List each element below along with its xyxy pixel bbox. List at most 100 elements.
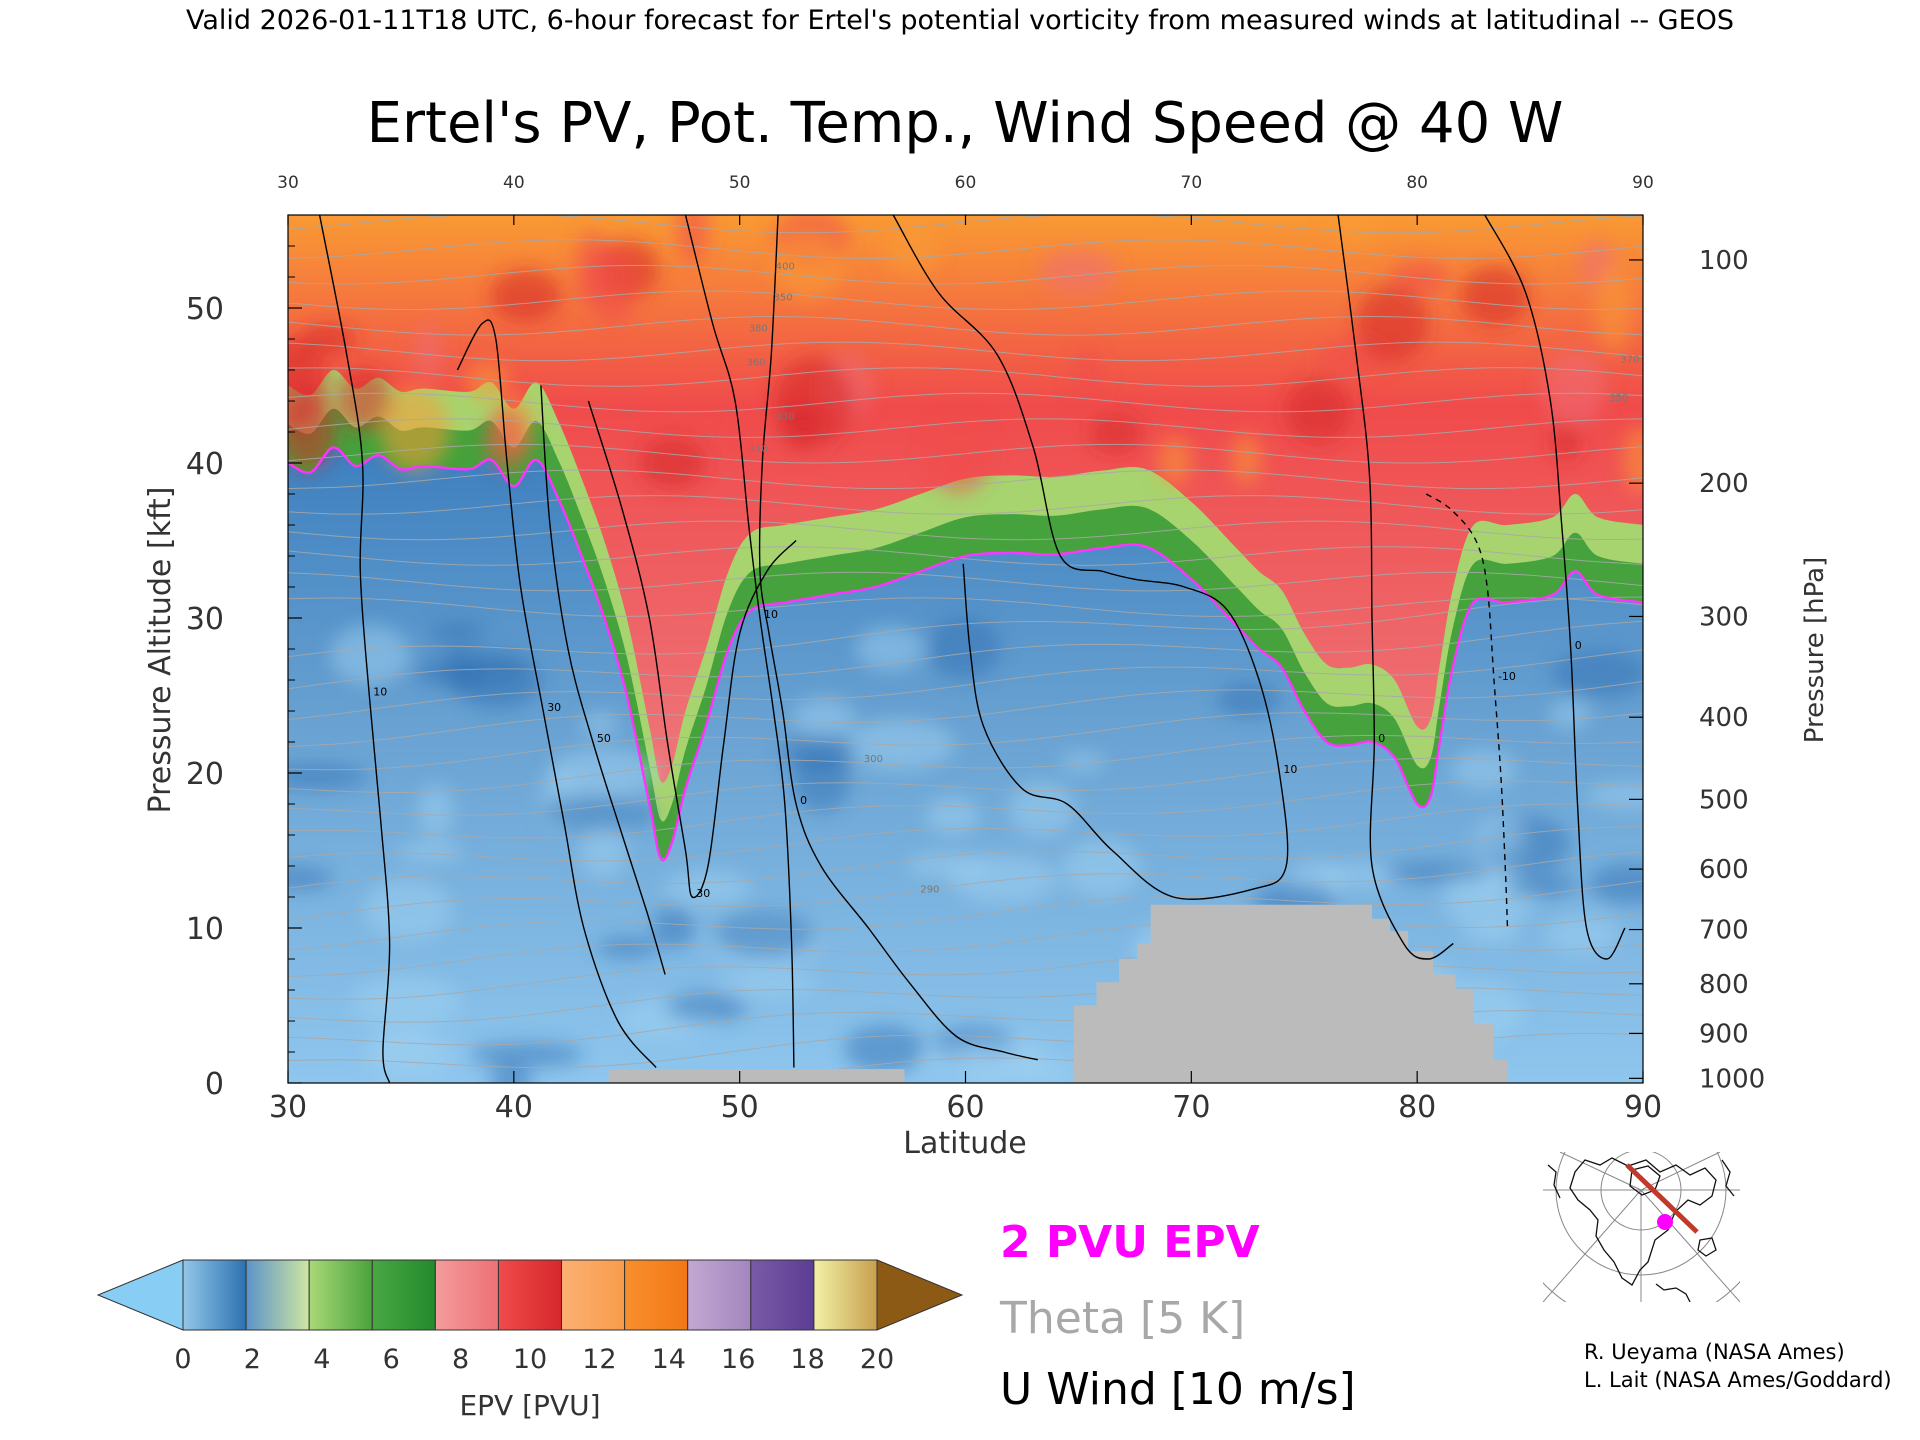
colorbar-bin: [813, 1259, 878, 1331]
pv-blob: [1038, 248, 1117, 295]
pv-blob: [780, 402, 821, 450]
colorbar-bin: [308, 1259, 373, 1331]
pv-blob: [1463, 922, 1520, 945]
theta-isentrope: [288, 734, 1643, 794]
colorbar-tick-label: 8: [452, 1344, 469, 1375]
pv-blob: [652, 905, 695, 948]
pv-blob: [1328, 215, 1382, 247]
theta-label: 310: [749, 444, 768, 455]
pv-blob: [1551, 420, 1581, 462]
theta-label: 330: [776, 412, 795, 423]
u-wind-contour-label: 10: [373, 686, 387, 699]
colorbar-tick-label: 10: [513, 1344, 547, 1375]
x-tick-label: 40: [495, 1090, 533, 1125]
pv-blob: [995, 1036, 1045, 1079]
theta-isentrope: [288, 880, 1643, 951]
pv-blob: [925, 418, 992, 493]
pressure-tick-label: 700: [1699, 916, 1749, 946]
u-wind-contours: 10 30 50 30 10 10 0 0 0 -10: [318, 215, 1626, 1083]
pv-blob: [1355, 285, 1429, 363]
pv-blob: [428, 621, 487, 643]
x-tick-label: 90: [1624, 1090, 1662, 1125]
theta-isentrope: [288, 264, 1643, 285]
theta-isentrope: [288, 443, 1643, 464]
pv-blob: [676, 215, 710, 265]
u-wind-contour-label: 30: [547, 701, 561, 714]
theta-isentrope: [288, 418, 1643, 438]
u-wind-contour-label: 0: [1575, 639, 1582, 652]
u-wind-contour: [456, 319, 657, 1068]
pv-blob: [1089, 414, 1143, 453]
u-wind-contour: [892, 215, 1289, 900]
theta-isentrope: [288, 367, 1643, 387]
u-wind-contour: [587, 400, 797, 899]
theta-label: 350: [1609, 393, 1628, 404]
colorbar-tick-label: 12: [582, 1344, 616, 1375]
pv-blob: [1548, 699, 1592, 729]
pv-blob: [714, 910, 816, 958]
theta-isentrope: [288, 620, 1643, 690]
x-top-tick-label: 70: [1181, 173, 1203, 193]
pv-blob: [413, 322, 442, 379]
pv-blob: [855, 626, 925, 671]
theta-isentrope: [288, 546, 1643, 566]
y2-axis-label: Pressure [hPa]: [1800, 557, 1830, 744]
pv-blob: [1588, 863, 1643, 905]
pv-blob: [1217, 682, 1280, 718]
pressure-tick-label: 500: [1699, 785, 1749, 815]
colorbar-tick-label: 18: [790, 1344, 824, 1375]
pv-blob: [638, 437, 707, 489]
legend-theta: Theta [5 K]: [999, 1293, 1245, 1344]
pv-blob: [1060, 751, 1105, 772]
y-tick-label: 50: [186, 292, 224, 327]
epv-colorbar: 0 2 4 6 8 10 12 14 16 18 20: [96, 1259, 964, 1375]
pv-blob: [380, 387, 450, 472]
theta-isentrope: [288, 757, 1643, 816]
x-top-tick-label: 40: [503, 173, 525, 193]
pv-blob: [1460, 266, 1530, 327]
terrain-surface: [1073, 904, 1508, 1083]
chart-title: Ertel's PV, Pot. Temp., Wind Speed @ 40 …: [367, 91, 1564, 156]
colorbar-tick-label: 0: [174, 1344, 191, 1375]
theta-labels: 400 380 360 330 310 350 350 370 300 290: [746, 261, 1639, 895]
pv-blob: [589, 242, 638, 326]
x-top-tick-label: 90: [1632, 173, 1654, 193]
credit-line-2: L. Lait (NASA Ames/Goddard): [1584, 1368, 1892, 1392]
pv-blob: [1230, 433, 1262, 486]
u-wind-contour: [1425, 493, 1509, 929]
pv-blob: [665, 992, 748, 1022]
theta-label: 360: [746, 357, 765, 368]
colorbar-tick-label: 2: [244, 1344, 261, 1375]
pv-blob: [362, 878, 453, 941]
theta-isentrope: [288, 803, 1643, 862]
pressure-tick-label: 900: [1699, 1019, 1749, 1049]
pv-blob: [780, 733, 857, 773]
u-wind-contour: [684, 215, 795, 1068]
colorbar-bin: [687, 1259, 752, 1331]
pv-blob: [1622, 426, 1643, 493]
theta-isentrope: [288, 596, 1643, 658]
theta-label: 370: [1620, 354, 1639, 365]
theta-isentrope: [288, 649, 1643, 721]
u-wind-contour-label: 0: [800, 794, 807, 807]
pv-blob: [579, 825, 628, 880]
theta-isentrope: [288, 912, 1643, 977]
pv-blob: [664, 869, 751, 907]
u-wind-contour: [540, 385, 666, 975]
cross-section-track: [1625, 1163, 1699, 1234]
y-tick-label: 10: [186, 912, 224, 947]
u-wind-contour: [1337, 215, 1454, 960]
colorbar-tick-label: 6: [383, 1344, 400, 1375]
u-wind-contour-label: 10: [764, 608, 778, 621]
pressure-tick-label: 600: [1699, 855, 1749, 885]
pv-blob: [298, 323, 356, 357]
u-wind-contour-label: -10: [1498, 670, 1516, 683]
header-line: Valid 2026-01-11T18 UTC, 6-hour forecast…: [186, 5, 1734, 36]
y-tick-label: 40: [186, 447, 224, 482]
colorbar-label: EPV [PVU]: [459, 1389, 600, 1422]
colorbar-under-arrow: [96, 1259, 184, 1331]
pv-blob: [370, 1033, 431, 1055]
pv-blob: [1594, 264, 1633, 354]
